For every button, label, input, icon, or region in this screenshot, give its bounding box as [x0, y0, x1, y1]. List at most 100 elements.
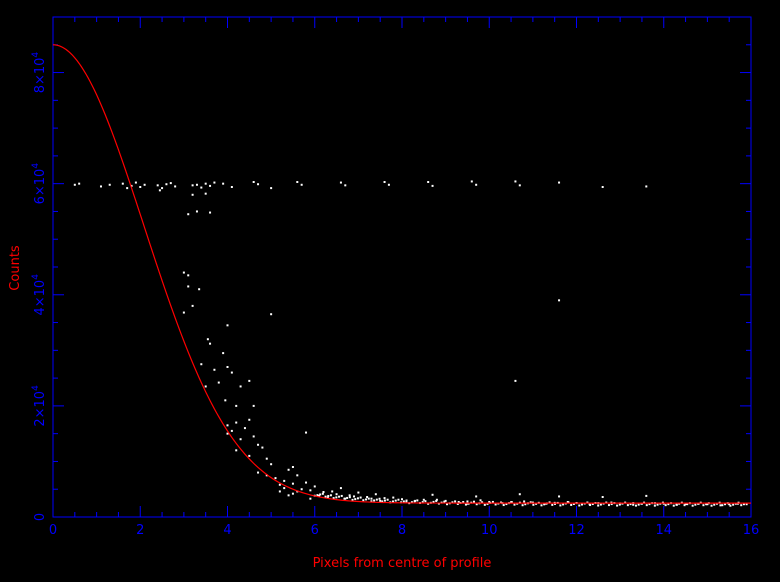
data-point	[187, 213, 190, 216]
data-point	[562, 503, 565, 506]
data-point	[601, 496, 604, 498]
data-point	[230, 429, 233, 432]
data-point	[521, 504, 524, 507]
y-tick-label: 0	[33, 513, 48, 521]
data-point	[257, 183, 260, 186]
data-point	[169, 182, 172, 185]
data-point	[300, 183, 303, 186]
data-point	[316, 494, 319, 497]
data-point	[204, 385, 207, 388]
data-point	[195, 210, 198, 213]
data-point	[427, 181, 430, 183]
data-point	[339, 487, 342, 490]
data-point	[383, 499, 386, 502]
data-point	[278, 483, 281, 486]
data-point	[514, 379, 517, 382]
y-tick-mantissa: 6×10	[33, 169, 48, 205]
data-point	[443, 500, 446, 503]
data-point	[502, 504, 505, 507]
data-point	[454, 500, 457, 503]
x-axis-ticks: 0 2 4 6 8 10 12 14 16	[49, 17, 759, 538]
data-point	[645, 185, 648, 188]
data-point	[182, 271, 185, 274]
data-point	[466, 500, 469, 503]
data-point	[346, 496, 349, 499]
data-point	[331, 490, 334, 493]
data-point	[187, 285, 190, 288]
data-point	[599, 503, 602, 506]
y-tick-exponent: 4	[31, 274, 41, 280]
data-point	[686, 503, 689, 506]
y-axis-label: Counts	[8, 245, 23, 291]
data-point	[191, 193, 194, 196]
data-point	[745, 503, 748, 506]
data-point	[143, 183, 146, 186]
data-point	[348, 494, 351, 497]
y-tick-mantissa: 0	[33, 513, 48, 521]
data-point	[252, 404, 255, 407]
data-point	[529, 501, 532, 504]
data-point	[158, 189, 161, 192]
data-point	[424, 500, 427, 503]
data-point	[475, 495, 478, 498]
data-point	[204, 192, 207, 195]
data-point	[78, 182, 81, 185]
data-point	[518, 493, 521, 496]
data-point	[321, 492, 324, 495]
data-point	[402, 500, 405, 503]
data-point	[230, 186, 233, 188]
data-point	[174, 185, 177, 188]
scatter-points	[73, 180, 748, 507]
data-point	[702, 504, 705, 507]
y-tick-exponent: 4	[31, 52, 41, 58]
data-point	[283, 479, 286, 482]
data-point	[362, 499, 365, 502]
data-point	[224, 399, 227, 402]
data-point	[559, 504, 562, 507]
data-point	[126, 187, 129, 190]
data-point	[446, 503, 449, 506]
data-point	[386, 498, 389, 501]
data-point	[532, 503, 535, 506]
data-point	[139, 186, 142, 188]
data-point	[134, 181, 137, 184]
data-point	[510, 501, 513, 504]
data-point	[296, 474, 299, 477]
data-point	[161, 187, 164, 190]
data-point	[324, 495, 327, 498]
data-point	[694, 503, 697, 506]
data-point	[348, 496, 351, 499]
data-point	[248, 379, 251, 382]
data-point	[675, 503, 678, 506]
data-point	[182, 311, 185, 314]
data-point	[235, 449, 238, 452]
data-point	[204, 182, 207, 185]
data-point	[235, 404, 238, 407]
y-tick-exponent: 4	[31, 163, 41, 169]
data-point	[257, 471, 260, 474]
data-point	[464, 503, 467, 506]
data-point	[432, 500, 435, 503]
data-point	[191, 184, 194, 187]
data-point	[548, 501, 551, 504]
data-point	[217, 381, 220, 384]
data-point	[287, 468, 290, 471]
data-point	[475, 503, 478, 506]
data-point	[535, 502, 538, 505]
data-point	[243, 427, 246, 430]
data-point	[366, 496, 369, 498]
data-point	[378, 497, 381, 500]
data-point	[383, 497, 386, 500]
data-point	[248, 454, 251, 457]
data-point	[728, 503, 731, 506]
data-point	[410, 501, 413, 504]
data-point	[200, 186, 203, 189]
fit-curve-group	[52, 44, 751, 504]
data-point	[456, 502, 459, 505]
y-tick-label: 2×104	[31, 385, 48, 427]
data-point	[481, 501, 484, 504]
data-point	[629, 503, 632, 506]
data-point	[206, 338, 209, 341]
